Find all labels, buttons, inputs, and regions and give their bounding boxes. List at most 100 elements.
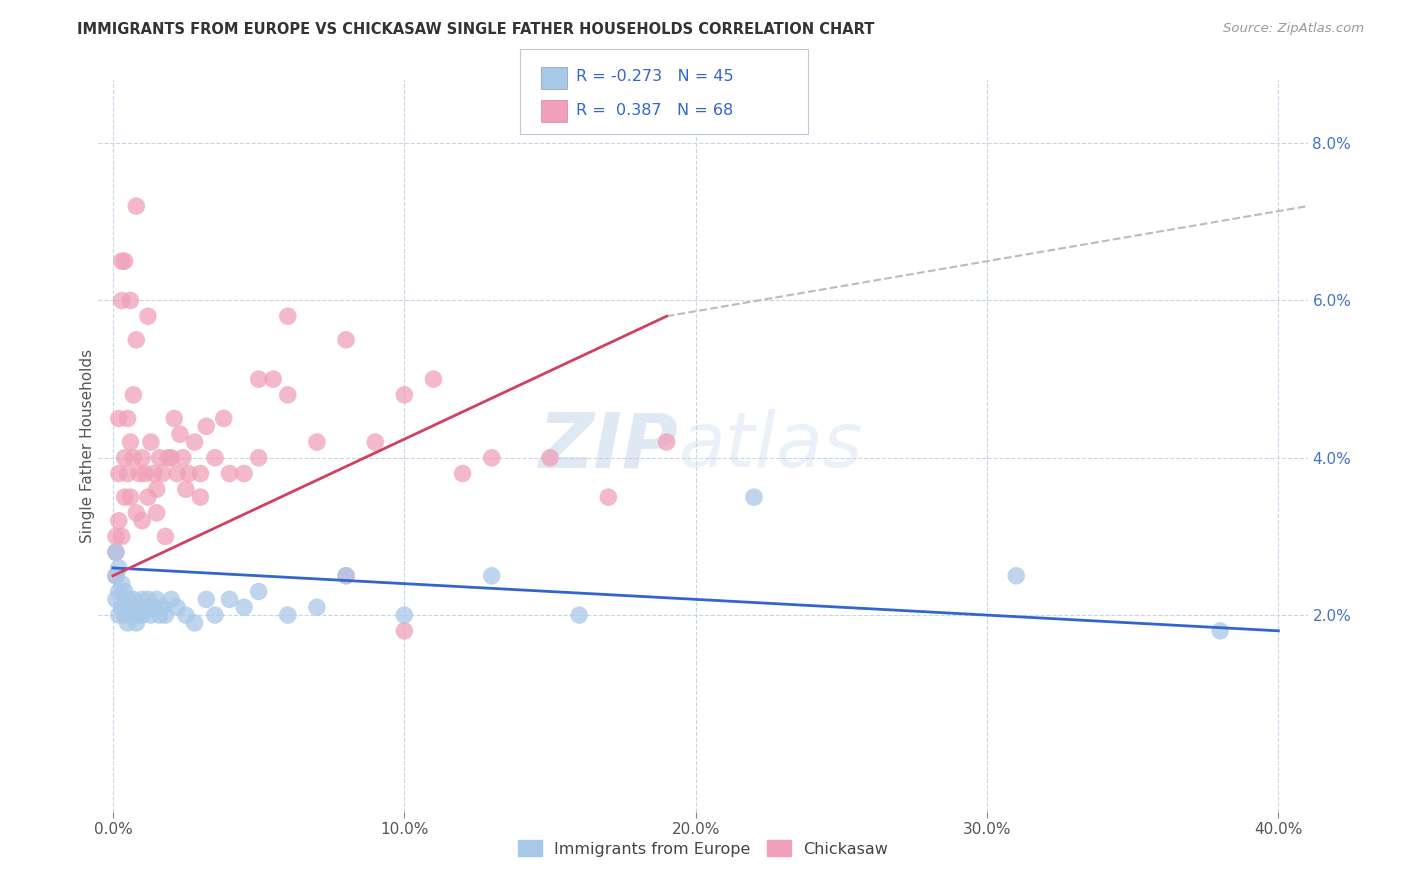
Point xyxy=(149,608,172,623)
Point xyxy=(481,450,503,465)
Point xyxy=(277,388,299,402)
Point xyxy=(145,482,167,496)
Point xyxy=(104,545,127,559)
Point xyxy=(131,450,153,465)
Point xyxy=(104,545,127,559)
Point xyxy=(152,467,174,481)
Point xyxy=(114,490,136,504)
Point xyxy=(155,529,177,543)
Point xyxy=(108,561,131,575)
Point xyxy=(204,450,226,465)
Y-axis label: Single Father Households: Single Father Households xyxy=(80,349,94,543)
Point xyxy=(128,467,150,481)
Legend: Immigrants from Europe, Chickasaw: Immigrants from Europe, Chickasaw xyxy=(512,833,894,863)
Point xyxy=(104,592,127,607)
Point xyxy=(204,608,226,623)
Point xyxy=(1005,568,1028,582)
Point xyxy=(422,372,444,386)
Point xyxy=(305,600,328,615)
Point xyxy=(655,435,678,450)
Point xyxy=(233,600,256,615)
Point xyxy=(120,435,142,450)
Point xyxy=(177,467,200,481)
Point xyxy=(104,568,127,582)
Point xyxy=(125,199,148,213)
Point xyxy=(136,310,159,324)
Point xyxy=(122,388,145,402)
Text: atlas: atlas xyxy=(679,409,863,483)
Text: IMMIGRANTS FROM EUROPE VS CHICKASAW SINGLE FATHER HOUSEHOLDS CORRELATION CHART: IMMIGRANTS FROM EUROPE VS CHICKASAW SING… xyxy=(77,22,875,37)
Point xyxy=(114,584,136,599)
Point xyxy=(233,467,256,481)
Point xyxy=(247,584,270,599)
Point xyxy=(111,293,134,308)
Point xyxy=(104,568,127,582)
Point xyxy=(481,568,503,582)
Point xyxy=(262,372,284,386)
Point xyxy=(125,615,148,630)
Point xyxy=(117,592,139,607)
Point xyxy=(114,450,136,465)
Point xyxy=(305,435,328,450)
Point xyxy=(157,450,180,465)
Point xyxy=(335,568,357,582)
Point xyxy=(145,592,167,607)
Point xyxy=(131,592,153,607)
Point xyxy=(172,450,194,465)
Point xyxy=(364,435,387,450)
Point xyxy=(108,467,131,481)
Point xyxy=(120,490,142,504)
Point xyxy=(195,592,218,607)
Point xyxy=(195,419,218,434)
Point xyxy=(394,388,416,402)
Point xyxy=(160,450,183,465)
Point xyxy=(538,450,561,465)
Point xyxy=(108,514,131,528)
Point xyxy=(145,506,167,520)
Point xyxy=(451,467,474,481)
Point xyxy=(394,608,416,623)
Point xyxy=(125,506,148,520)
Point xyxy=(122,592,145,607)
Point xyxy=(212,411,235,425)
Point xyxy=(142,467,165,481)
Point xyxy=(277,310,299,324)
Point xyxy=(174,482,197,496)
Point xyxy=(104,529,127,543)
Point xyxy=(166,600,188,615)
Point xyxy=(139,608,162,623)
Point xyxy=(120,600,142,615)
Text: R =  0.387   N = 68: R = 0.387 N = 68 xyxy=(576,103,734,118)
Point xyxy=(117,467,139,481)
Text: Source: ZipAtlas.com: Source: ZipAtlas.com xyxy=(1223,22,1364,36)
Point xyxy=(139,435,162,450)
Point xyxy=(111,600,134,615)
Point xyxy=(134,467,156,481)
Point xyxy=(149,450,172,465)
Point xyxy=(190,467,212,481)
Point xyxy=(128,608,150,623)
Point xyxy=(1209,624,1232,638)
Point xyxy=(108,608,131,623)
Point xyxy=(166,467,188,481)
Point xyxy=(190,490,212,504)
Point xyxy=(120,293,142,308)
Point xyxy=(134,600,156,615)
Point xyxy=(131,608,153,623)
Point xyxy=(117,411,139,425)
Point xyxy=(111,254,134,268)
Point xyxy=(277,608,299,623)
Point xyxy=(183,435,205,450)
Point xyxy=(247,372,270,386)
Point xyxy=(114,608,136,623)
Point xyxy=(136,592,159,607)
Point xyxy=(108,411,131,425)
Point xyxy=(742,490,765,504)
Point xyxy=(142,600,165,615)
Point xyxy=(131,514,153,528)
Point xyxy=(117,615,139,630)
Point xyxy=(163,411,186,425)
Point xyxy=(160,592,183,607)
Point xyxy=(568,608,591,623)
Point xyxy=(218,592,240,607)
